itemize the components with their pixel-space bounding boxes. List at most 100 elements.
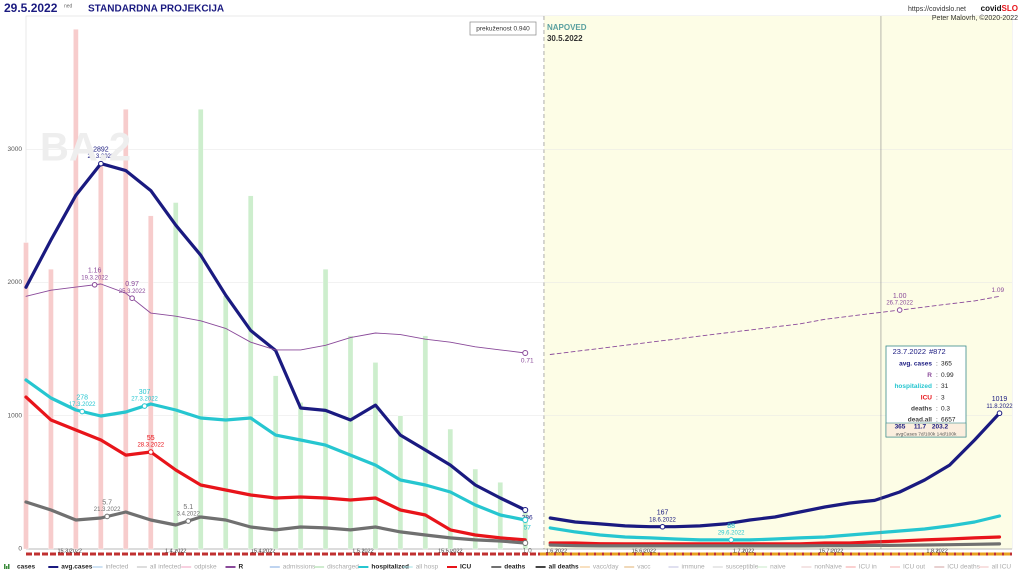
annotation-point (141, 403, 148, 409)
tooltip-sep: : (936, 361, 938, 368)
legend-item[interactable]: vacc (624, 564, 651, 571)
series-line (24, 162, 527, 512)
x-tick-label: 15.7.2022 (819, 548, 843, 554)
x-tick-label: 15.5.2022 (438, 548, 462, 554)
case-bar (248, 195, 254, 550)
header-title: STANDARDNA PROJEKCIJA (88, 4, 224, 15)
legend-item[interactable]: naive (757, 564, 786, 571)
legend-swatch (8, 564, 10, 569)
annotation-date: 11.8.2022 (986, 404, 1013, 410)
legend-label: ICU deaths (947, 564, 980, 571)
legend-item[interactable]: infected (92, 564, 129, 571)
legend-item[interactable]: ICU in (845, 564, 877, 571)
header-url[interactable]: https://covidslo.net (908, 6, 966, 13)
tooltip-sep: : (936, 406, 938, 413)
annotation-value: 1019 (992, 396, 1008, 403)
legend-item[interactable]: all hosp (402, 564, 439, 571)
legend-item[interactable]: all ICU (978, 564, 1012, 571)
annotation-value: 5.1 (183, 504, 193, 511)
legend-item[interactable]: odpiske (181, 564, 217, 571)
legend-item[interactable]: avg.cases (48, 564, 93, 571)
annotation-point (91, 281, 98, 288)
series-line (548, 535, 1002, 546)
legend-item[interactable]: immune (668, 564, 706, 571)
legend-item[interactable]: hospitalized (358, 564, 409, 571)
legend-label: avg.cases (61, 564, 92, 571)
end-marker (522, 349, 529, 356)
series-line (549, 295, 1000, 355)
annotation-value: 278 (76, 394, 88, 401)
legend-label: odpiske (194, 564, 217, 571)
author: Peter Malovrh, ©2020-2022 (932, 14, 1018, 22)
legend-label: ICU in (859, 564, 877, 571)
series-line (24, 378, 527, 522)
forecast-date: 30.5.2022 (547, 34, 583, 43)
legend-label: vacc/day (593, 564, 619, 571)
legend-item[interactable]: cases (4, 564, 35, 571)
legend-item[interactable]: discharged (314, 564, 359, 571)
annotation-point (148, 449, 154, 455)
legend-label: naive (770, 564, 786, 571)
legend-label: cases (17, 564, 35, 571)
annotation-date: 3.4.2022 (177, 512, 201, 518)
tooltip-row-label: dead.all (908, 417, 932, 424)
case-bar (472, 468, 478, 550)
case-bar (397, 415, 404, 550)
legend-label: all hosp (416, 564, 439, 571)
legend-item[interactable]: ICU out (890, 564, 925, 571)
tooltip-footer-value: 203.2 (932, 424, 949, 431)
legend-label: deaths (504, 564, 525, 571)
tooltip-sep: : (936, 372, 938, 379)
annotation-date: 18.6.2022 (649, 517, 676, 523)
annotation-value: 0.97 (125, 281, 139, 288)
case-bar (98, 162, 104, 550)
tooltip-footer-text: avgCases 7d/100k 14d/100k (896, 431, 957, 437)
legend-label: hospitalized (371, 564, 409, 571)
y-tick-label: 3000 (8, 146, 23, 153)
legend-item[interactable]: all deaths (535, 564, 579, 571)
end-label: 57 (524, 525, 532, 532)
legend-item[interactable]: all infected (136, 564, 181, 571)
tooltip-footer-value: 11.7 (914, 424, 927, 431)
immunity-text: prekuženost 0.940 (476, 26, 530, 33)
end-label: 1.0 (523, 548, 532, 555)
series-line (25, 283, 526, 354)
legend-item[interactable]: deaths (491, 564, 526, 571)
legend-label: ICU out (903, 564, 925, 571)
forecast-label: NAPOVED (547, 23, 587, 32)
case-bar (48, 269, 54, 550)
annotation-point (659, 523, 666, 530)
tooltip-row-value: 365 (941, 361, 952, 368)
tooltip-row-label: hospitalized (894, 383, 932, 390)
annotation-value: 167 (657, 510, 669, 517)
annotation-date: 27.3.2022 (131, 397, 158, 403)
legend-item[interactable]: susceptible (712, 564, 759, 571)
annotation-point (896, 307, 903, 313)
tooltip-sep: : (936, 417, 938, 424)
annotation-point (185, 518, 192, 524)
legend-item[interactable]: ICU (447, 564, 472, 571)
legend-item[interactable]: nonNaive (801, 564, 842, 571)
tooltip-row-label: avg. cases (899, 361, 932, 368)
annotation-value: 88 (727, 523, 735, 530)
annotation-value: 55 (147, 435, 155, 442)
legend-item[interactable]: R (225, 564, 244, 571)
legend-item[interactable]: admissions (269, 564, 316, 571)
legend-item[interactable]: ICU deaths (934, 564, 981, 571)
case-bar (347, 335, 354, 550)
legend-swatch (4, 564, 6, 569)
tooltip-row-value: 0.99 (941, 372, 954, 379)
legend-label: all infected (150, 564, 181, 571)
annotation-date: 17.3.2022 (69, 402, 96, 408)
y-tick-label: 2000 (8, 279, 23, 286)
tooltip-sep: : (936, 394, 938, 401)
case-bar (198, 109, 204, 550)
case-bar (297, 402, 304, 550)
brand-accent: SLO (1002, 4, 1018, 13)
tooltip-row-label: R (927, 372, 932, 379)
end-marker (522, 506, 529, 513)
annotation-value: 1.00 (893, 293, 907, 300)
tooltip-id: #872 (929, 347, 946, 356)
legend-item[interactable]: vacc/day (579, 564, 619, 571)
